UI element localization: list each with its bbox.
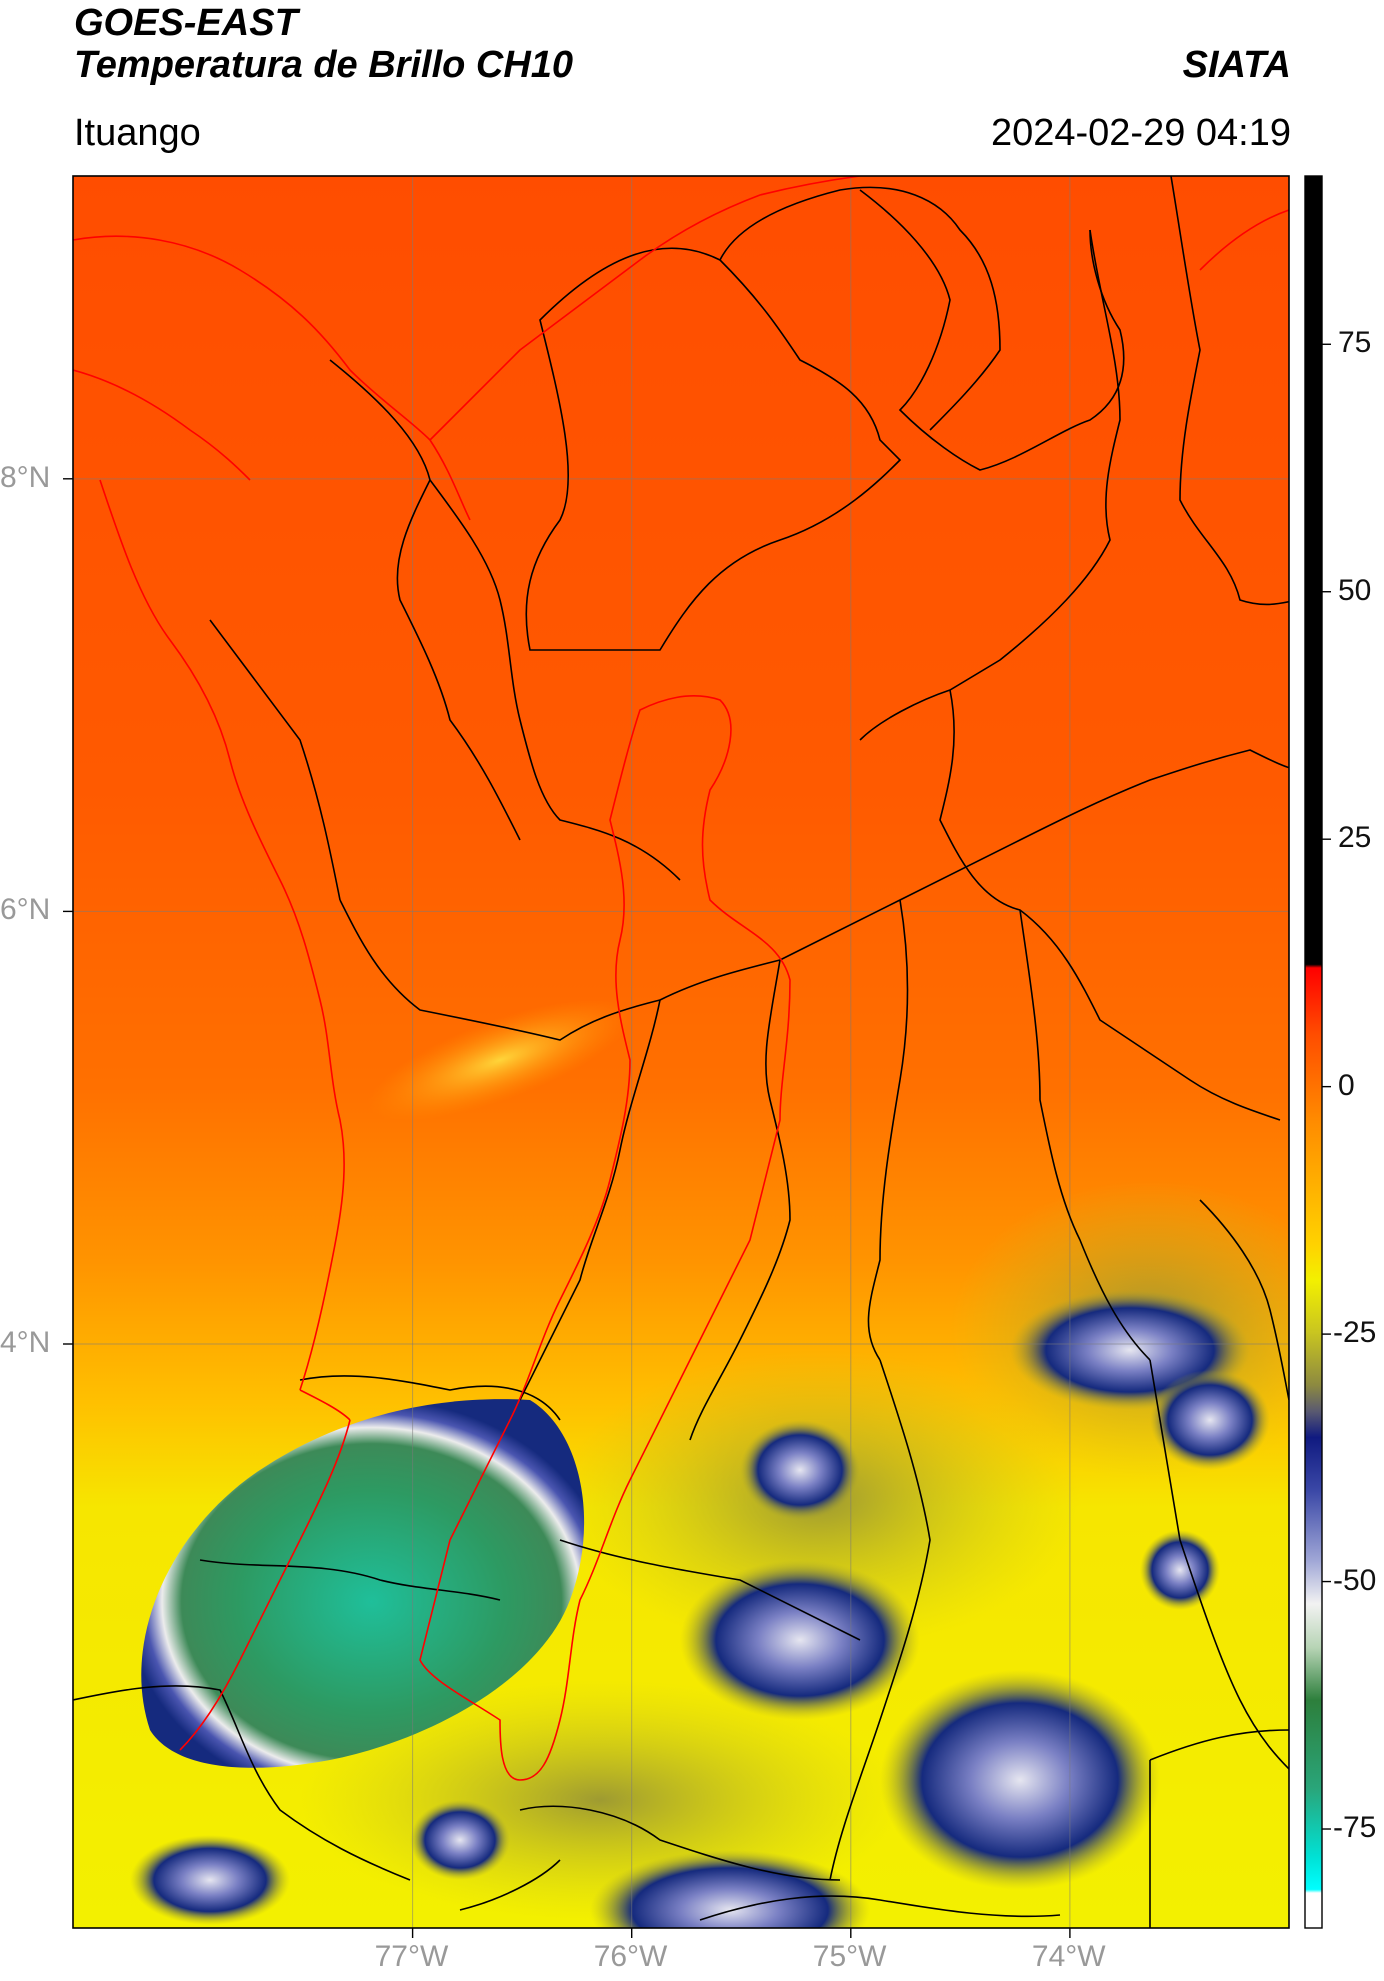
colorbar-tick-label: 25 (1338, 821, 1372, 855)
colorbar-tick-label: -25 (1333, 1316, 1377, 1350)
lat-tick-label: 4°N (0, 1326, 51, 1359)
basin-outline (419, 695, 791, 1781)
colorbar-tick-label: 50 (1338, 573, 1372, 607)
colorbar (1304, 175, 1323, 1929)
lon-tick-label: 75°W (812, 1940, 887, 1973)
brightness-temperature-field (73, 176, 1289, 1928)
organization-label: SIATA (1182, 44, 1291, 86)
colorbar-ticks (1322, 343, 1331, 1830)
map-frame (72, 175, 1290, 1929)
region-label: Ituango (74, 112, 201, 154)
lon-tick-label: 77°W (374, 1940, 449, 1973)
lat-tick-label: 6°N (0, 893, 51, 927)
colorbar-tick-label: 0 (1338, 1068, 1355, 1102)
graticule (73, 176, 1289, 1928)
colorbar-tick-label: -75 (1333, 1811, 1377, 1845)
product-title: Temperatura de Brillo CH10 (74, 44, 574, 86)
lat-tick-label: 8°N (0, 460, 51, 494)
department-boundaries (73, 176, 1289, 1928)
lon-tick-label: 76°W (593, 1940, 668, 1973)
axis-ticks (63, 478, 1071, 1938)
timestamp-label: 2024-02-29 04:19 (990, 112, 1291, 154)
satellite-title: GOES-EAST (74, 2, 298, 44)
colorbar-tick-label: -50 (1333, 1563, 1377, 1597)
lon-tick-label: 74°W (1031, 1940, 1106, 1973)
colorbar-tick-label: 75 (1338, 326, 1372, 360)
coastline (73, 176, 1289, 1751)
